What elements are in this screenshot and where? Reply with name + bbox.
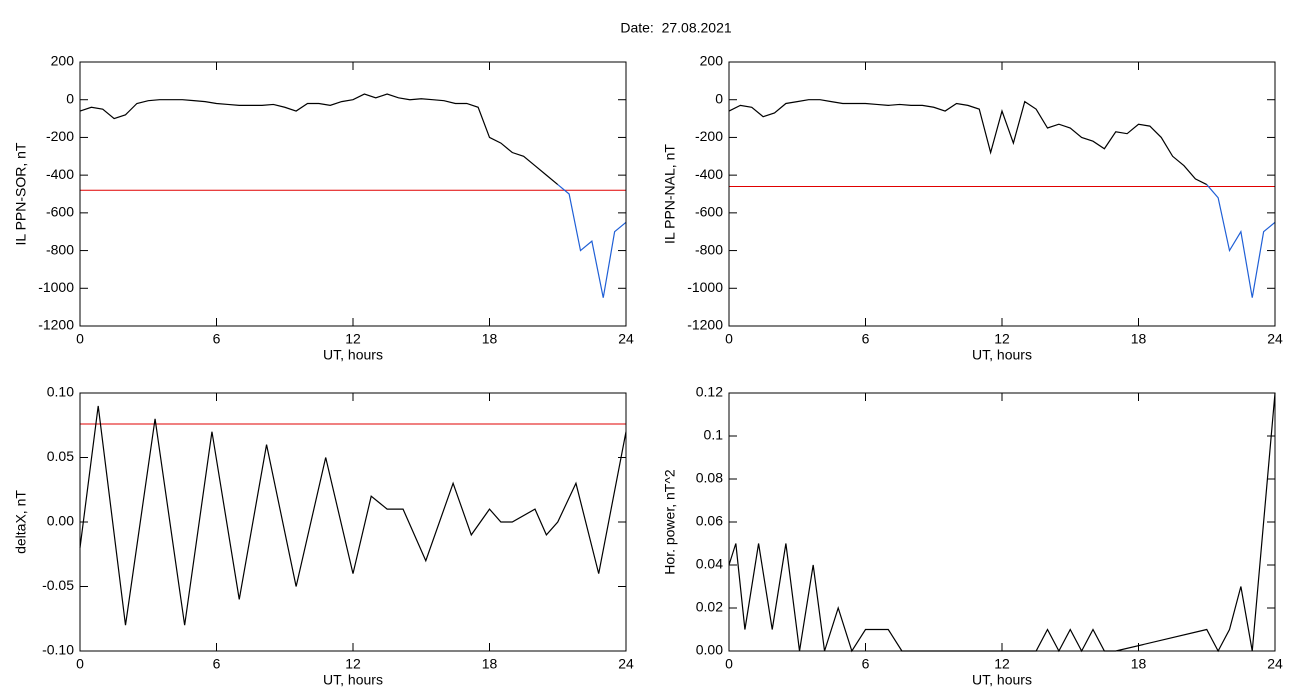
data-line xyxy=(1206,184,1276,298)
y-tick-label: 0.1 xyxy=(704,427,724,443)
x-tick-label: 6 xyxy=(862,331,870,347)
plot-frame xyxy=(728,61,1276,327)
data-line xyxy=(79,405,627,626)
y-tick-label: -0.05 xyxy=(42,577,74,593)
x-tick-label: 0 xyxy=(725,331,733,347)
y-tick-label: 0.00 xyxy=(696,642,723,658)
x-tick-label: 6 xyxy=(862,656,870,672)
y-tick-label: 0.02 xyxy=(696,599,723,615)
y-tick-label: 0.00 xyxy=(47,513,74,529)
y-tick-label: -800 xyxy=(46,241,74,257)
y-tick-label: -1200 xyxy=(38,317,74,333)
y-tick-label: -400 xyxy=(46,166,74,182)
x-tick-label: 12 xyxy=(994,331,1010,347)
y-tick-label: -400 xyxy=(695,166,723,182)
x-tick-label: 24 xyxy=(1267,656,1283,672)
y-tick-label: -200 xyxy=(695,128,723,144)
x-tick-label: 12 xyxy=(994,656,1010,672)
x-tick-label: 6 xyxy=(213,331,221,347)
y-tick-label: 0.05 xyxy=(47,448,74,464)
x-tick-label: 0 xyxy=(725,656,733,672)
y-tick-label: 0.06 xyxy=(696,513,723,529)
y-axis-label: deltaX, nT xyxy=(13,490,29,554)
y-tick-label: 200 xyxy=(700,53,724,69)
y-axis-label: Hor. power, nT^2 xyxy=(662,469,678,575)
x-tick-label: 18 xyxy=(1131,331,1147,347)
x-tick-label: 18 xyxy=(1131,656,1147,672)
y-tick-label: -0.10 xyxy=(42,642,74,658)
x-tick-label: 24 xyxy=(618,331,634,347)
x-tick-label: 12 xyxy=(345,656,361,672)
y-tick-label: 0.10 xyxy=(47,384,74,400)
y-axis-label: IL PPN-NAL, nT xyxy=(662,144,678,244)
y-tick-label: -1200 xyxy=(687,317,723,333)
x-axis-label: UT, hours xyxy=(972,672,1032,688)
y-tick-label: 0 xyxy=(715,90,723,106)
x-axis-label: UT, hours xyxy=(323,347,383,363)
y-tick-label: 0 xyxy=(66,90,74,106)
plot-frame xyxy=(79,392,627,652)
x-tick-label: 0 xyxy=(76,656,84,672)
plot-frame xyxy=(728,392,1276,652)
y-axis-label: IL PPN-SOR, nT xyxy=(13,142,29,245)
y-tick-label: -800 xyxy=(695,241,723,257)
x-axis-label: UT, hours xyxy=(323,672,383,688)
y-tick-label: 0.12 xyxy=(696,384,723,400)
x-tick-label: 24 xyxy=(618,656,634,672)
x-tick-label: 6 xyxy=(213,656,221,672)
x-axis-label: UT, hours xyxy=(972,347,1032,363)
y-tick-label: -1000 xyxy=(687,279,723,295)
plot-frame xyxy=(79,61,627,327)
y-tick-label: -600 xyxy=(46,204,74,220)
x-tick-label: 24 xyxy=(1267,331,1283,347)
x-tick-label: 0 xyxy=(76,331,84,347)
y-tick-label: -200 xyxy=(46,128,74,144)
data-line xyxy=(557,184,627,298)
y-tick-label: -1000 xyxy=(38,279,74,295)
data-line xyxy=(79,93,559,186)
y-tick-label: -600 xyxy=(695,204,723,220)
data-line xyxy=(728,99,1208,186)
x-tick-label: 18 xyxy=(482,656,498,672)
page-title: Date: 27.08.2021 xyxy=(620,20,732,36)
y-tick-label: 200 xyxy=(51,53,75,69)
y-tick-label: 0.04 xyxy=(696,556,723,572)
x-tick-label: 18 xyxy=(482,331,498,347)
y-tick-label: 0.08 xyxy=(696,470,723,486)
x-tick-label: 12 xyxy=(345,331,361,347)
